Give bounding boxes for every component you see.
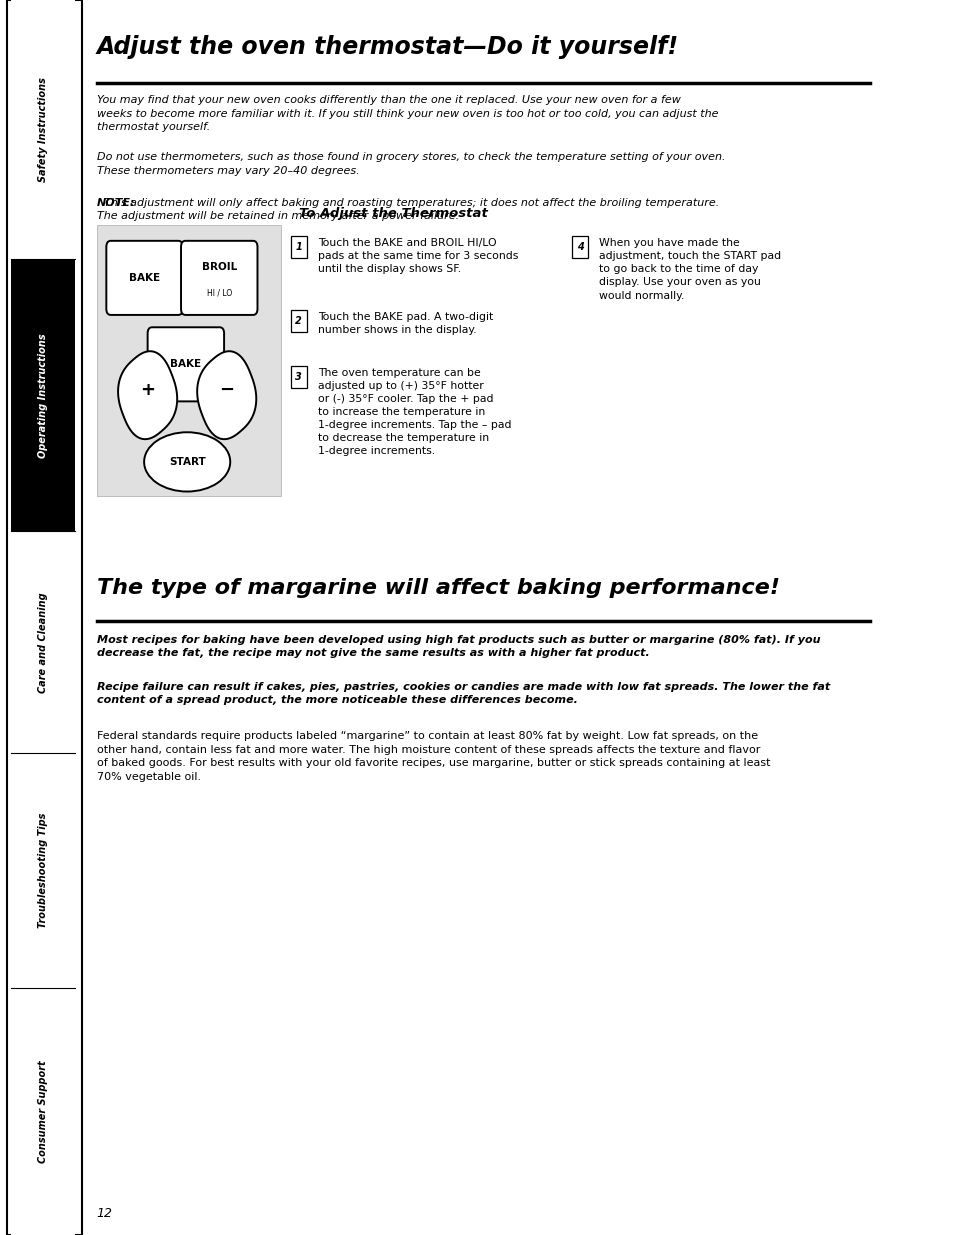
Bar [572,236,587,258]
Text: Recipe failure can result if cakes, pies, pastries, cookies or candies are made : Recipe failure can result if cakes, pies… [96,682,829,705]
Text: 12: 12 [96,1207,112,1220]
Text: BAKE: BAKE [129,273,160,283]
Text: Touch the BAKE pad. A two-digit
number shows in the display.: Touch the BAKE pad. A two-digit number s… [317,312,493,336]
Polygon shape [118,351,177,440]
Text: Touch the BAKE and BROIL HI/LO
pads at the same time for 3 seconds
until the dis: Touch the BAKE and BROIL HI/LO pads at t… [317,238,517,274]
Bar [10,259,74,531]
Text: +: + [140,382,155,399]
Text: When you have made the
adjustment, touch the START pad
to go back to the time of: When you have made the adjustment, touch… [598,238,781,300]
Bar [10,0,74,259]
FancyBboxPatch shape [106,241,183,315]
Text: −: − [219,382,234,399]
Bar [10,531,74,753]
Text: Consumer Support: Consumer Support [37,1060,48,1163]
Text: Troubleshooting Tips: Troubleshooting Tips [37,813,48,929]
FancyBboxPatch shape [181,241,257,315]
Text: The type of margarine will affect baking performance!: The type of margarine will affect baking… [96,578,779,598]
Text: You may find that your new oven cooks differently than the one it replaced. Use : You may find that your new oven cooks di… [96,95,718,132]
Text: HI / LO: HI / LO [207,289,232,298]
Text: BAKE: BAKE [171,359,201,369]
Bar [96,225,281,496]
Text: Most recipes for baking have been developed using high fat products such as butt: Most recipes for baking have been develo… [96,635,820,658]
Text: 2: 2 [295,316,302,326]
Bar [291,366,306,388]
Bar [10,753,74,988]
Polygon shape [197,351,256,440]
Text: BROIL: BROIL [201,262,236,272]
Text: Care and Cleaning: Care and Cleaning [37,592,48,693]
Bar [7,0,82,1235]
Text: 1: 1 [295,242,302,252]
Text: 3: 3 [295,372,302,382]
Bar [291,310,306,332]
Text: The oven temperature can be
adjusted up to (+) 35°F hotter
or (-) 35°F cooler. T: The oven temperature can be adjusted up … [317,368,511,456]
Bar [10,988,74,1235]
Ellipse shape [144,432,230,492]
FancyBboxPatch shape [148,327,224,401]
Text: Operating Instructions: Operating Instructions [37,333,48,457]
Text: NOTE:: NOTE: [96,198,135,207]
Text: To Adjust the Thermostat: To Adjust the Thermostat [298,206,487,220]
Text: Do not use thermometers, such as those found in grocery stores, to check the tem: Do not use thermometers, such as those f… [96,152,724,175]
Text: Adjust the oven thermostat—Do it yourself!: Adjust the oven thermostat—Do it yoursel… [96,36,679,59]
Text: 4: 4 [576,242,582,252]
Bar [291,236,306,258]
Text: START: START [169,457,205,467]
Text: This adjustment will only affect baking and roasting temperatures; it does not a: This adjustment will only affect baking … [96,198,719,221]
Text: Federal standards require products labeled “margarine” to contain at least 80% f: Federal standards require products label… [96,731,769,782]
Text: Safety Instructions: Safety Instructions [37,78,48,182]
